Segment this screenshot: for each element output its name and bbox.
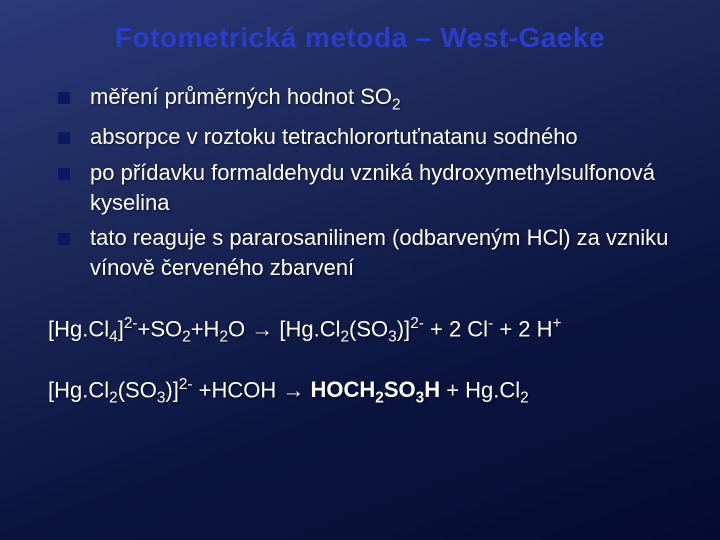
bullet-marker-icon <box>58 92 70 104</box>
equations-block: [Hg.Cl4]2-+SO2+H2O → [Hg.Cl2(SO3)]2- + 2… <box>48 313 690 410</box>
bullet-item: tato reaguje s pararosanilinem (odbarven… <box>58 223 690 282</box>
bullet-item: po přídavku formaldehydu vzniká hydroxym… <box>58 158 690 217</box>
bullet-text: po přídavku formaldehydu vzniká hydroxym… <box>90 158 690 217</box>
slide-title: Fotometrická metoda – West-Gaeke <box>0 0 720 54</box>
bullet-marker-icon <box>58 168 70 180</box>
bullet-text: měření průměrných hodnot SO2 <box>90 82 401 116</box>
bullet-item: absorpce v roztoku tetrachlorortuťnatanu… <box>58 122 690 152</box>
bullet-list: měření průměrných hodnot SO2 absorpce v … <box>58 82 690 283</box>
bullet-text: absorpce v roztoku tetrachlorortuťnatanu… <box>90 122 578 152</box>
bullet-marker-icon <box>58 233 70 245</box>
equation-line: [Hg.Cl2(SO3)]2- +HCOH → HOCH2SO3H + Hg.C… <box>48 374 690 409</box>
bullet-text: tato reaguje s pararosanilinem (odbarven… <box>90 223 690 282</box>
bullet-item: měření průměrných hodnot SO2 <box>58 82 690 116</box>
bullet-marker-icon <box>58 132 70 144</box>
equation-line: [Hg.Cl4]2-+SO2+H2O → [Hg.Cl2(SO3)]2- + 2… <box>48 313 690 348</box>
